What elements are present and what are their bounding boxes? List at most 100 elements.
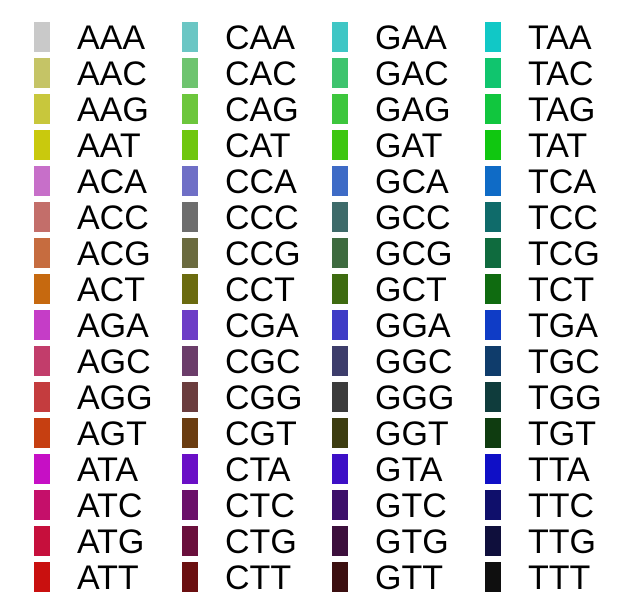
legend-entry: CTT — [182, 560, 342, 596]
legend-swatch — [182, 238, 198, 268]
legend-label: GAA — [375, 19, 447, 57]
legend-swatch — [485, 418, 501, 448]
legend-label: CAC — [225, 55, 297, 93]
legend-swatch — [332, 310, 348, 340]
legend-label: GGC — [375, 343, 453, 381]
legend-label: AGT — [77, 415, 147, 453]
legend-entry: GCA — [332, 164, 492, 200]
legend-label: CAA — [225, 19, 295, 57]
legend-entry: CCA — [182, 164, 342, 200]
legend-swatch — [34, 346, 50, 376]
legend-swatch — [485, 94, 501, 124]
legend-label: TGA — [528, 307, 598, 345]
legend-entry: CGG — [182, 380, 342, 416]
legend-swatch — [332, 382, 348, 412]
legend-swatch — [182, 490, 198, 520]
legend-swatch — [182, 310, 198, 340]
legend-entry: TGG — [485, 380, 639, 416]
legend-entry: TTG — [485, 524, 639, 560]
legend-swatch — [34, 526, 50, 556]
legend-label: ATA — [77, 451, 139, 489]
legend-swatch — [485, 58, 501, 88]
legend-swatch — [34, 238, 50, 268]
legend-swatch — [182, 94, 198, 124]
legend-entry: CAA — [182, 20, 342, 56]
legend-label: TTT — [528, 559, 591, 597]
legend-swatch — [332, 166, 348, 196]
legend-entry: CTG — [182, 524, 342, 560]
legend-entry: TAT — [485, 128, 639, 164]
legend-label: TAG — [528, 91, 596, 129]
legend-entry: TGC — [485, 344, 639, 380]
legend-label: TTG — [528, 523, 596, 561]
legend-swatch — [332, 94, 348, 124]
legend-label: GAT — [375, 127, 443, 165]
legend-entry: GTC — [332, 488, 492, 524]
legend-entry: AGC — [34, 344, 194, 380]
legend-entry: ATA — [34, 452, 194, 488]
legend-label: GTC — [375, 487, 447, 525]
legend-entry: AAG — [34, 92, 194, 128]
legend-label: CTG — [225, 523, 297, 561]
legend-entry: TTT — [485, 560, 639, 596]
legend-label: GGA — [375, 307, 451, 345]
legend-entry: GCT — [332, 272, 492, 308]
legend-entry: TGT — [485, 416, 639, 452]
legend-entry: CGA — [182, 308, 342, 344]
legend-swatch — [182, 274, 198, 304]
legend-entry: CGC — [182, 344, 342, 380]
legend-swatch — [34, 490, 50, 520]
legend-label: GGG — [375, 379, 455, 417]
legend-swatch — [485, 202, 501, 232]
legend-entry: TAG — [485, 92, 639, 128]
legend-label: GCA — [375, 163, 449, 201]
legend-swatch — [332, 490, 348, 520]
legend-label: TAC — [528, 55, 594, 93]
legend-swatch — [182, 58, 198, 88]
legend-swatch — [485, 22, 501, 52]
legend-label: TAT — [528, 127, 588, 165]
legend-entry: GCG — [332, 236, 492, 272]
legend-label: GCT — [375, 271, 447, 309]
legend-swatch — [332, 130, 348, 160]
legend-label: GTT — [375, 559, 443, 597]
legend-entry: ACA — [34, 164, 194, 200]
legend-swatch — [182, 454, 198, 484]
legend-label: AAT — [77, 127, 141, 165]
legend-entry: ATG — [34, 524, 194, 560]
legend-entry: CTA — [182, 452, 342, 488]
legend-label: TCC — [528, 199, 598, 237]
legend-entry: CGT — [182, 416, 342, 452]
legend-label: GTG — [375, 523, 449, 561]
legend-swatch — [332, 238, 348, 268]
legend-swatch — [332, 454, 348, 484]
legend-label: TTA — [528, 451, 590, 489]
legend-label: GCC — [375, 199, 451, 237]
legend-entry: GGC — [332, 344, 492, 380]
legend-swatch — [182, 346, 198, 376]
legend-entry: GGG — [332, 380, 492, 416]
legend-label: ACA — [77, 163, 147, 201]
legend-entry: GAT — [332, 128, 492, 164]
legend-label: GCG — [375, 235, 453, 273]
legend-entry: CAT — [182, 128, 342, 164]
legend-swatch — [182, 202, 198, 232]
legend-entry: GAG — [332, 92, 492, 128]
legend-entry: CCG — [182, 236, 342, 272]
legend-label: CCA — [225, 163, 297, 201]
legend-entry: GCC — [332, 200, 492, 236]
legend-entry: TTC — [485, 488, 639, 524]
legend-swatch — [332, 22, 348, 52]
legend-swatch — [485, 454, 501, 484]
legend-label: ATT — [77, 559, 139, 597]
legend-label: AGA — [77, 307, 149, 345]
legend-label: ACG — [77, 235, 151, 273]
legend-entry: ATC — [34, 488, 194, 524]
legend-label: ATC — [77, 487, 143, 525]
legend-entry: GTA — [332, 452, 492, 488]
legend-swatch — [332, 418, 348, 448]
legend-label: CAG — [225, 91, 299, 129]
legend-label: ATG — [77, 523, 145, 561]
legend-swatch — [485, 130, 501, 160]
legend-entry: GGT — [332, 416, 492, 452]
